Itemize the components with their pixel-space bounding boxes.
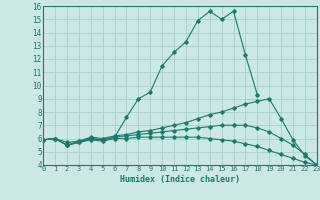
X-axis label: Humidex (Indice chaleur): Humidex (Indice chaleur) [120,175,240,184]
